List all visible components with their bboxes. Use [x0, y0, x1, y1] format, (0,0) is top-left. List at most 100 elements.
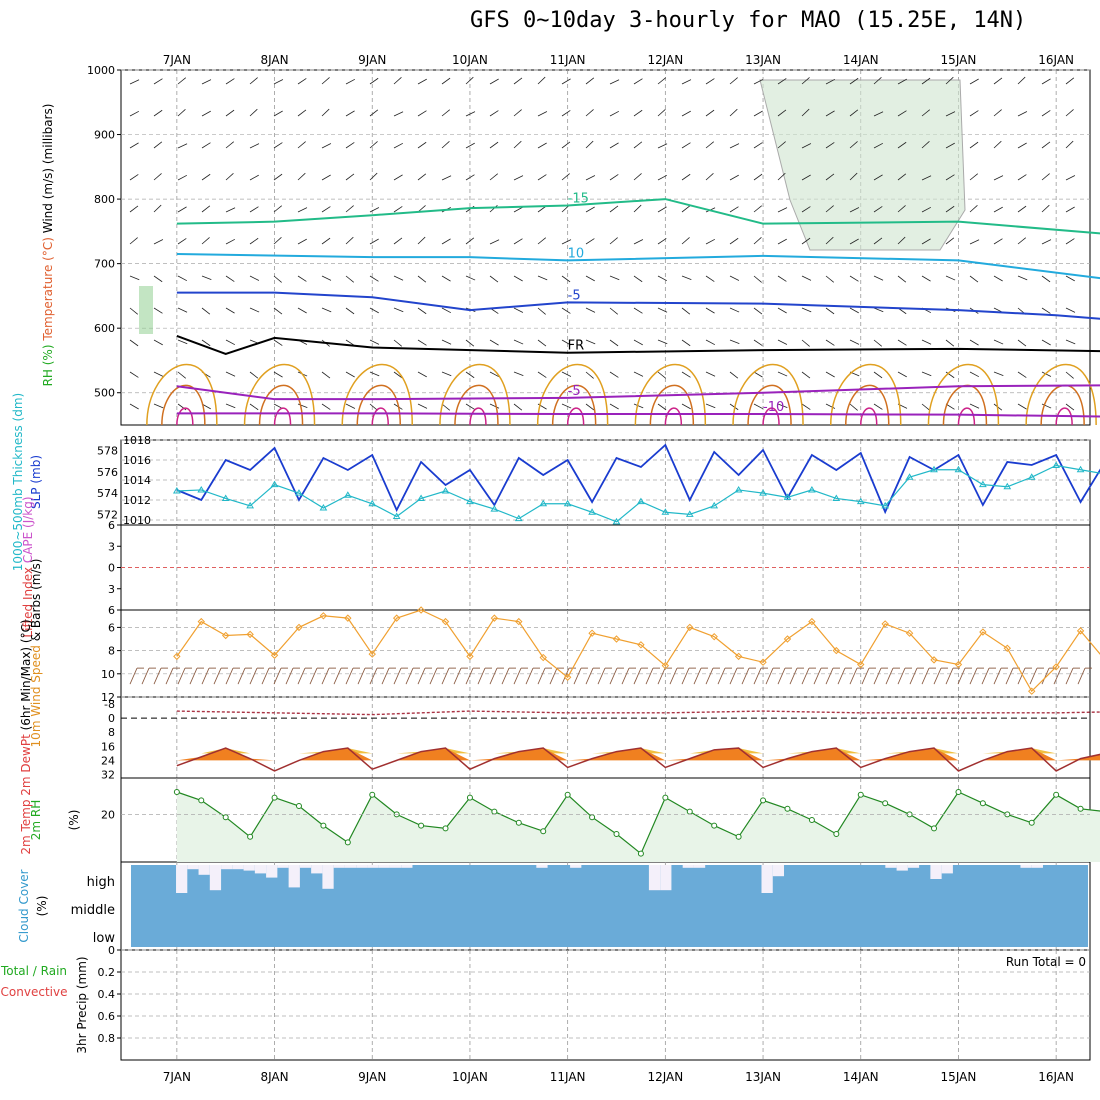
wind-barb — [753, 237, 762, 245]
wind-barb — [537, 111, 548, 117]
wind-barb — [441, 109, 451, 117]
wind-barb — [753, 275, 762, 283]
wind-barb — [1041, 204, 1050, 213]
surface-barb — [453, 667, 462, 685]
thickness-marker — [588, 508, 596, 515]
wind-barb — [633, 239, 644, 245]
wind-speed-marker — [954, 660, 963, 669]
wind-barb — [729, 174, 739, 181]
wind-speed-tick-label: 12 — [101, 691, 115, 704]
surface-barb — [681, 667, 690, 685]
wind-speed-marker — [441, 617, 450, 626]
wind-barb — [633, 204, 642, 213]
surface-barb — [153, 667, 162, 685]
wind-barb — [633, 141, 643, 149]
thickness-tick-label: 578 — [97, 445, 118, 458]
cloud-gap-bar — [187, 865, 199, 870]
thickness-axis-label: 1000~500mb Thickness (dm) — [11, 393, 25, 571]
wind-barb — [681, 339, 691, 347]
wind-barb — [393, 206, 403, 213]
precip-tick-label: 0.6 — [98, 1010, 116, 1023]
wind-barb — [129, 174, 139, 181]
wind-barb — [705, 78, 715, 85]
wind-barb — [609, 79, 620, 85]
surface-barb — [609, 667, 618, 685]
wind-speed-marker — [661, 661, 670, 670]
thickness-marker — [221, 494, 230, 501]
date-label-top: 10JAN — [452, 53, 488, 67]
surface-barb — [705, 667, 714, 685]
wind-speed-marker — [1052, 663, 1060, 671]
wind-barb — [393, 307, 404, 313]
date-label-top: 11JAN — [550, 53, 586, 67]
surface-barb — [753, 667, 762, 685]
thickness-marker — [661, 508, 670, 515]
temp-contour-low — [762, 407, 780, 426]
wind-barb — [249, 206, 259, 213]
wind-barb — [849, 172, 858, 181]
wind-barb — [177, 275, 188, 282]
panel-frame-7 — [120, 949, 1091, 1061]
cloud-gap-bar — [682, 865, 694, 868]
wind-barb — [345, 78, 356, 85]
wind-barb — [609, 403, 619, 410]
wind-barb — [993, 339, 1004, 345]
wind-barb — [129, 142, 139, 149]
wind-barb — [273, 142, 283, 149]
precip-convective-label: Convective — [1, 985, 68, 999]
wind-barb — [873, 307, 884, 313]
wind-barb — [345, 173, 355, 181]
wind-barb — [177, 206, 187, 213]
wind-barb — [225, 275, 235, 282]
contour-label: FR — [568, 339, 585, 354]
rh-marker — [320, 822, 327, 829]
wind-barb — [441, 238, 451, 245]
wind-barb — [993, 275, 1003, 282]
wind-barb — [345, 236, 354, 245]
rh-marker — [344, 839, 351, 846]
li-tick-label: 6 — [108, 519, 115, 532]
wind-barb — [225, 238, 236, 245]
temp-contour-low — [664, 407, 683, 426]
rh-marker — [931, 825, 938, 832]
wind-barb — [1017, 111, 1028, 117]
surface-barb — [897, 667, 906, 685]
thickness-marker — [1003, 482, 1012, 490]
wind-barb — [369, 403, 378, 411]
wind-barb — [129, 79, 140, 85]
rh-marker — [515, 819, 522, 826]
temp-tick-label: -8 — [104, 698, 115, 711]
wind-barb — [249, 174, 259, 181]
surface-barb — [297, 667, 306, 685]
temp-contour-low — [830, 363, 902, 426]
wind-barb — [129, 403, 139, 410]
thickness-marker — [612, 517, 621, 525]
wind-barb — [321, 371, 331, 379]
surface-barb — [789, 667, 798, 685]
wind-speed-marker — [612, 635, 621, 643]
surface-barb — [549, 667, 558, 685]
wind-barb — [1065, 109, 1074, 117]
temp-contour-low — [942, 384, 988, 426]
surface-barb — [345, 667, 354, 685]
surface-barb — [777, 667, 786, 685]
wind-barb — [609, 237, 618, 245]
temp-fill-hot — [176, 748, 1100, 761]
wind-barb — [345, 371, 355, 378]
wind-barb — [657, 238, 667, 245]
contour-line-4 — [176, 252, 1100, 280]
wind-barb — [513, 307, 524, 313]
wind-barb — [321, 237, 331, 245]
rh-axis-label: 2m RH — [29, 800, 43, 841]
surface-barb — [189, 667, 198, 685]
wind-barb — [537, 174, 547, 181]
wind-speed-marker — [1028, 687, 1036, 695]
date-label-bottom: 11JAN — [550, 1070, 586, 1084]
wind-barb — [849, 141, 858, 149]
wind-barb — [441, 371, 452, 377]
cloud-gap-bar — [367, 865, 379, 868]
wind-barb — [1041, 371, 1052, 377]
rh-marker — [662, 794, 669, 801]
wind-barb — [465, 339, 475, 347]
wind-barb — [177, 238, 187, 245]
